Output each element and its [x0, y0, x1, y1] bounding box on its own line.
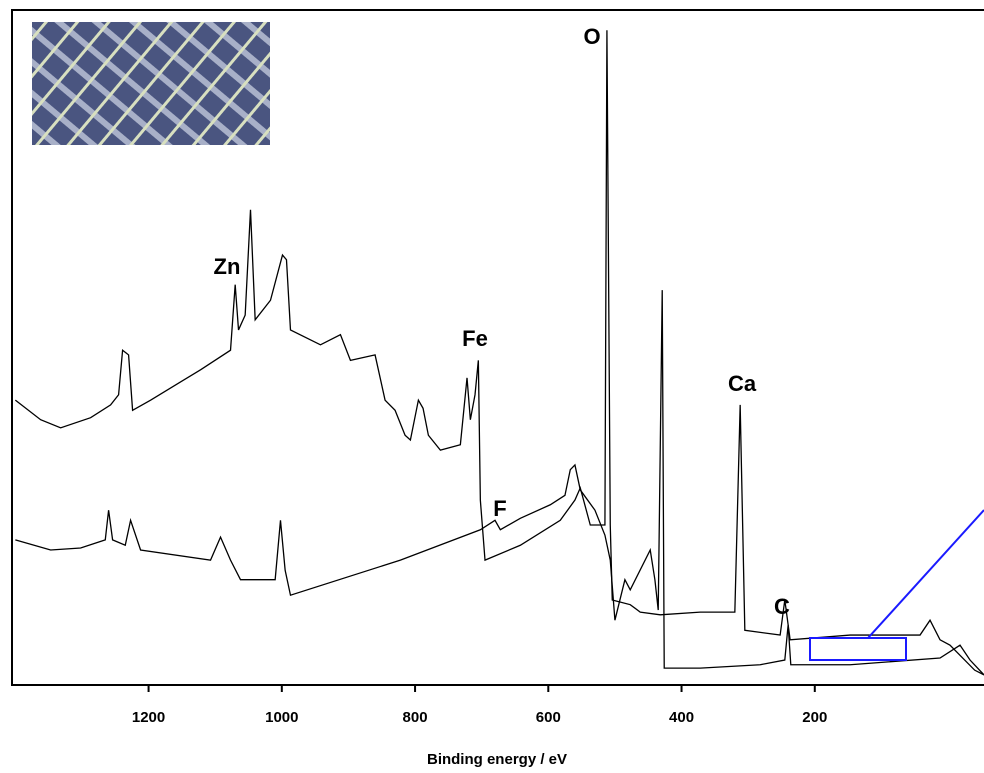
x-tick-label: 1000 [265, 709, 298, 726]
zoom-box [809, 637, 907, 661]
zoom-line [867, 509, 984, 639]
x-tick-label: 600 [536, 709, 561, 726]
plot-frame [11, 9, 984, 686]
peak-label: Fe [462, 326, 488, 351]
x-tick-label: 200 [802, 709, 827, 726]
peak-label: O [583, 24, 600, 49]
peak-label: Ca [728, 371, 757, 396]
spectrum-line [14, 30, 984, 676]
peak-label: Zn [214, 254, 241, 279]
x-tick-label: 1200 [132, 709, 165, 726]
spectrum-line [15, 290, 984, 676]
peak-label: F [493, 496, 506, 521]
peak-label: C [774, 594, 790, 619]
inset-photo [32, 22, 270, 145]
x-tick-label: 400 [669, 709, 694, 726]
x-axis-label: Binding energy / eV [427, 751, 567, 768]
x-tick-label: 800 [403, 709, 428, 726]
